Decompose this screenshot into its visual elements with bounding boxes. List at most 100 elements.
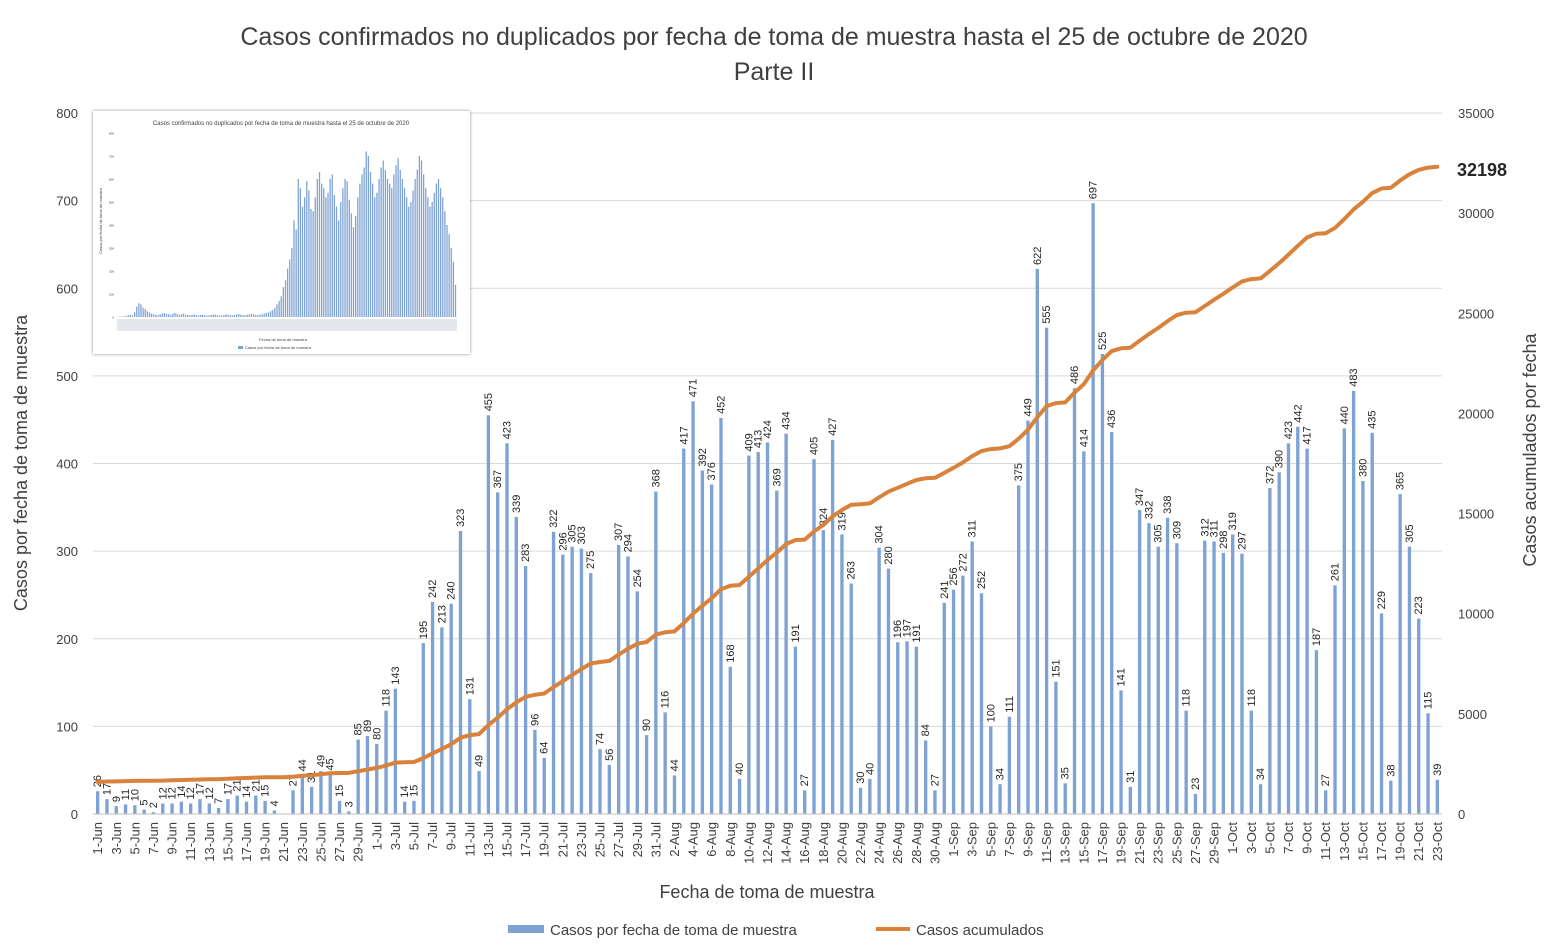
inset-bar: [376, 192, 378, 317]
bar: [1026, 420, 1030, 814]
bar: [291, 790, 295, 814]
bar: [1072, 388, 1077, 814]
inset-bar: [182, 313, 185, 317]
bar: [886, 568, 891, 814]
inset-bar: [212, 314, 214, 317]
bar: [514, 516, 518, 814]
inset-bar: [229, 315, 231, 317]
bar-value-label: 11: [120, 789, 132, 800]
y2-tick-label: 5000: [1458, 707, 1487, 722]
bar-value-label: 12: [204, 787, 216, 799]
x-tick-label: 15-Oct: [1355, 822, 1370, 861]
bar: [1435, 779, 1440, 814]
x-tick-label: 26-Aug: [890, 822, 905, 864]
bar-value-label: 9: [111, 796, 123, 802]
bar-value-label: 319: [836, 512, 848, 530]
inset-bar: [410, 202, 412, 317]
bar-value-label: 27: [1320, 774, 1332, 786]
x-tick-label: 10-Aug: [741, 822, 756, 864]
x-tick-label: 17-Jul: [518, 822, 533, 858]
bar-value-label: 38: [1385, 764, 1397, 776]
bar-value-label: 338: [1162, 495, 1174, 513]
bar-value-label: 74: [595, 733, 607, 745]
bar-value-label: 423: [1283, 421, 1295, 439]
bar-value-label: 296: [557, 532, 569, 550]
bar-value-label: 622: [1032, 247, 1044, 265]
bar: [1184, 710, 1188, 814]
inset-bar: [125, 315, 127, 317]
inset-bar: [393, 174, 395, 317]
x-tick-label: 9-Oct: [1300, 822, 1315, 854]
inset-bar: [148, 312, 151, 317]
bar: [1389, 780, 1393, 814]
bar-value-label: 141: [1116, 668, 1128, 686]
bar: [254, 795, 258, 814]
bar-value-label: 84: [920, 724, 932, 736]
bar: [877, 547, 881, 814]
bar: [728, 666, 732, 814]
bar-value-label: 118: [1181, 689, 1193, 707]
bar: [1221, 552, 1226, 814]
inset-bar: [140, 304, 142, 317]
inset-bar: [352, 227, 355, 317]
bar: [393, 688, 398, 814]
bar-value-label: 115: [1423, 692, 1435, 710]
x-tick-label: 4-Aug: [686, 822, 701, 857]
inset-bar: [359, 183, 361, 317]
bar: [1165, 517, 1170, 814]
inset-bar: [219, 315, 221, 317]
final-cumulative-label: 32198: [1457, 160, 1507, 180]
x-tick-label: 22-Aug: [853, 822, 868, 864]
inset-bar: [420, 160, 423, 317]
inset-bar: [142, 307, 144, 317]
bar-value-label: 409: [743, 433, 755, 451]
bar: [1110, 431, 1114, 814]
bar-value-label: 417: [678, 426, 690, 444]
bar-value-label: 187: [1311, 628, 1323, 646]
bar: [244, 801, 249, 814]
inset-bar: [246, 314, 248, 317]
inset-bar: [301, 206, 304, 317]
inset-bar: [267, 312, 270, 317]
x-tick-label: 13-Sep: [1058, 822, 1073, 864]
bar-data-labels: 2617911105212121412171271721142115427443…: [92, 181, 1444, 808]
bar-value-label: 280: [883, 546, 895, 564]
y2-tick-label: 20000: [1458, 406, 1494, 421]
bar: [1137, 509, 1142, 814]
inset-bar: [159, 314, 161, 317]
inset-bar: [287, 268, 289, 317]
x-axis-ticks: 1-Jun 3-Jun 5-Jun 7-Jun 9-Jun 11-Jun 13-Jun 15-…: [90, 822, 1445, 864]
x-tick-label: 29-Jun: [351, 822, 366, 862]
x-tick-label: 3-Jun: [109, 822, 124, 855]
x-tick-label: 17-Sep: [1095, 822, 1110, 864]
inset-bar: [204, 315, 206, 317]
bar-value-label: 368: [650, 469, 662, 487]
inset-bar: [348, 199, 350, 317]
bar: [1082, 451, 1086, 814]
inset-bar: [257, 315, 259, 317]
bar-value-label: 10: [129, 789, 141, 801]
y2-tick-label: 25000: [1458, 306, 1494, 321]
bar: [114, 806, 118, 814]
inset-bar: [157, 315, 159, 317]
bar-value-label: 323: [455, 509, 467, 527]
bar: [1351, 390, 1356, 814]
x-tick-label: 31-Jul: [648, 822, 663, 858]
bar: [1333, 585, 1337, 814]
bar: [1417, 618, 1421, 814]
legend: Casos por fecha de toma de muestra Casos…: [508, 922, 1044, 939]
y-tick-label: 400: [56, 457, 78, 472]
bar-value-label: 455: [483, 393, 495, 411]
bar-value-label: 405: [809, 437, 821, 455]
bar-value-label: 256: [948, 567, 960, 585]
bar-value-label: 12: [185, 787, 197, 799]
bar: [700, 470, 705, 814]
bar-value-label: 90: [641, 719, 653, 731]
bar-value-label: 12: [157, 787, 169, 799]
bar-value-label: 305: [1404, 524, 1416, 542]
bar: [337, 800, 342, 814]
bar: [1407, 546, 1412, 814]
bar-value-label: 195: [418, 621, 430, 639]
bar-value-label: 440: [1339, 406, 1351, 424]
bar: [468, 699, 472, 814]
